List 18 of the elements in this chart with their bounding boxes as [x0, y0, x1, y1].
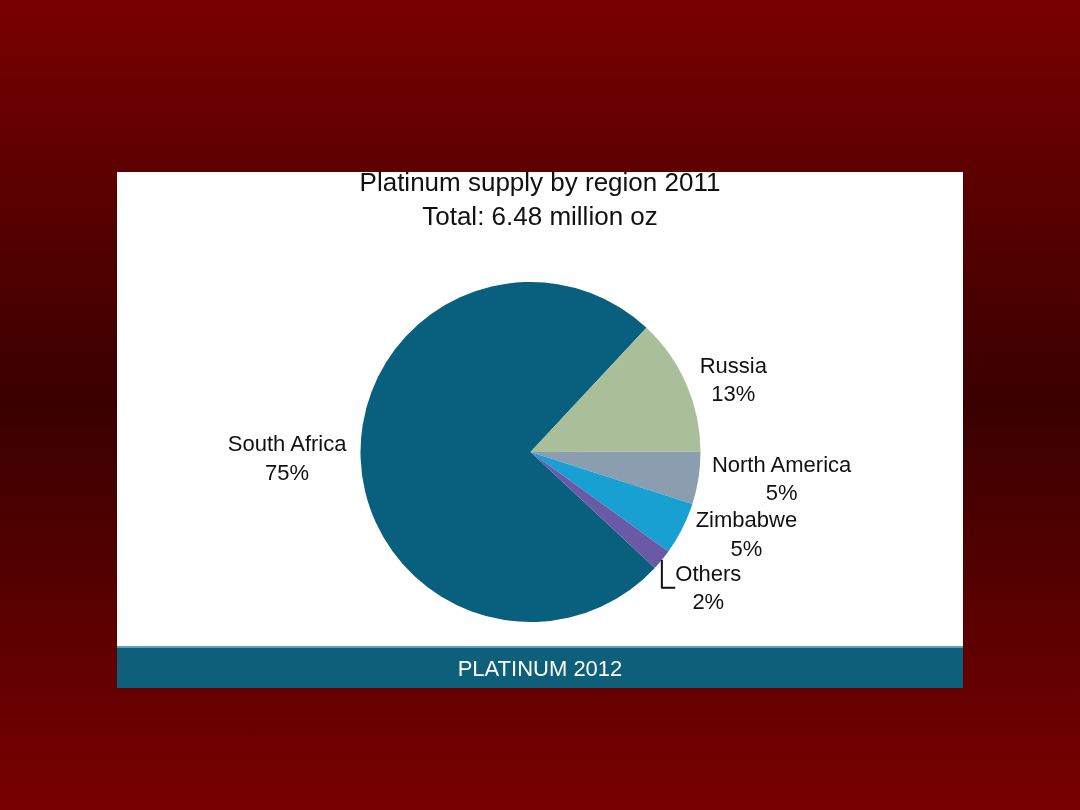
data-label: 5% — [730, 535, 763, 561]
slice-label: North America — [711, 451, 853, 477]
footer-banner: PLATINUM 2012 — [117, 646, 963, 688]
slice-label: Others — [675, 560, 742, 586]
data-label: 2% — [692, 589, 725, 615]
slice-label: South Africa — [227, 431, 348, 457]
chart-subtitle: Total: 6.48 million oz — [422, 200, 658, 231]
pie-slice — [530, 452, 669, 568]
data-label: 13% — [711, 381, 756, 407]
data-label: 75% — [265, 459, 310, 485]
slice-label: Zimbabwe — [695, 507, 798, 533]
data-label: 5% — [765, 480, 798, 506]
pie-slice — [530, 327, 701, 452]
slice-label: Russia — [699, 352, 768, 378]
pie-slice — [360, 282, 655, 622]
pie-slice — [530, 452, 693, 552]
chart-title: Platinum supply by region 2011 — [359, 166, 721, 197]
pie-slice — [530, 451, 701, 504]
